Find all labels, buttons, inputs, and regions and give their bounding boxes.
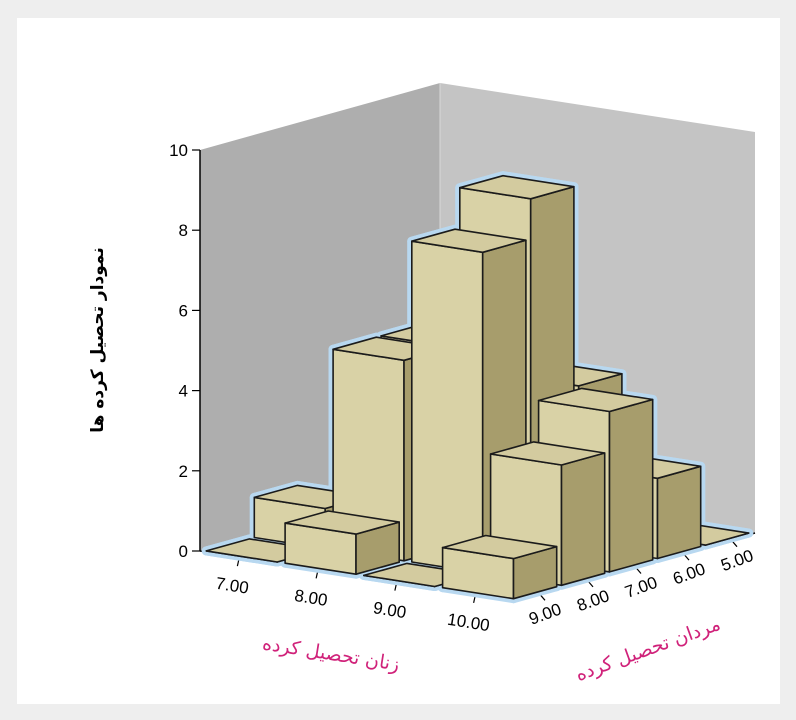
z-axis-title: نمودار تحصیل کرده ها (88, 247, 108, 432)
z-tick-label: 0 (179, 542, 188, 561)
bar-side-face (560, 452, 606, 587)
bar-top-face (458, 174, 575, 200)
bar-side-face (656, 465, 702, 560)
bar-top-face (284, 510, 401, 535)
bar-top-face (441, 534, 558, 560)
x-axis-title: زنان تحصیل کرده (261, 632, 401, 675)
z-tick-label: 4 (179, 382, 188, 401)
bar-top-face (537, 387, 654, 413)
y-tick-label: 6.00 (670, 559, 708, 588)
x-tick-label: 10.00 (446, 610, 491, 635)
y-axis-title: مردان تحصیل کرده (573, 613, 724, 686)
y-tick-label: 7.00 (622, 573, 660, 602)
x-tick-label: 8.00 (293, 586, 329, 610)
z-tick-label: 2 (179, 462, 188, 481)
bar-top-face (410, 228, 527, 254)
z-tick-label: 10 (169, 141, 188, 160)
x-tick-label: 7.00 (214, 574, 250, 598)
z-tick-label: 6 (179, 301, 188, 320)
bar-top-face (489, 441, 606, 466)
bar-front-face (410, 240, 484, 574)
chart-bars (201, 171, 754, 604)
x-tick-label: 9.00 (372, 598, 408, 622)
y-tick-label: 8.00 (574, 586, 612, 615)
y-tick-label: 9.00 (526, 600, 564, 629)
chart-tick-labels: 0 2 4 6 8 10 7.00 8.00 9.00 10.00 9.00 8.00 7.00 6.00… (169, 141, 756, 635)
z-tick-label: 8 (179, 221, 188, 240)
y-tick-label: 5.00 (718, 546, 756, 575)
bar-side-face (608, 398, 654, 573)
